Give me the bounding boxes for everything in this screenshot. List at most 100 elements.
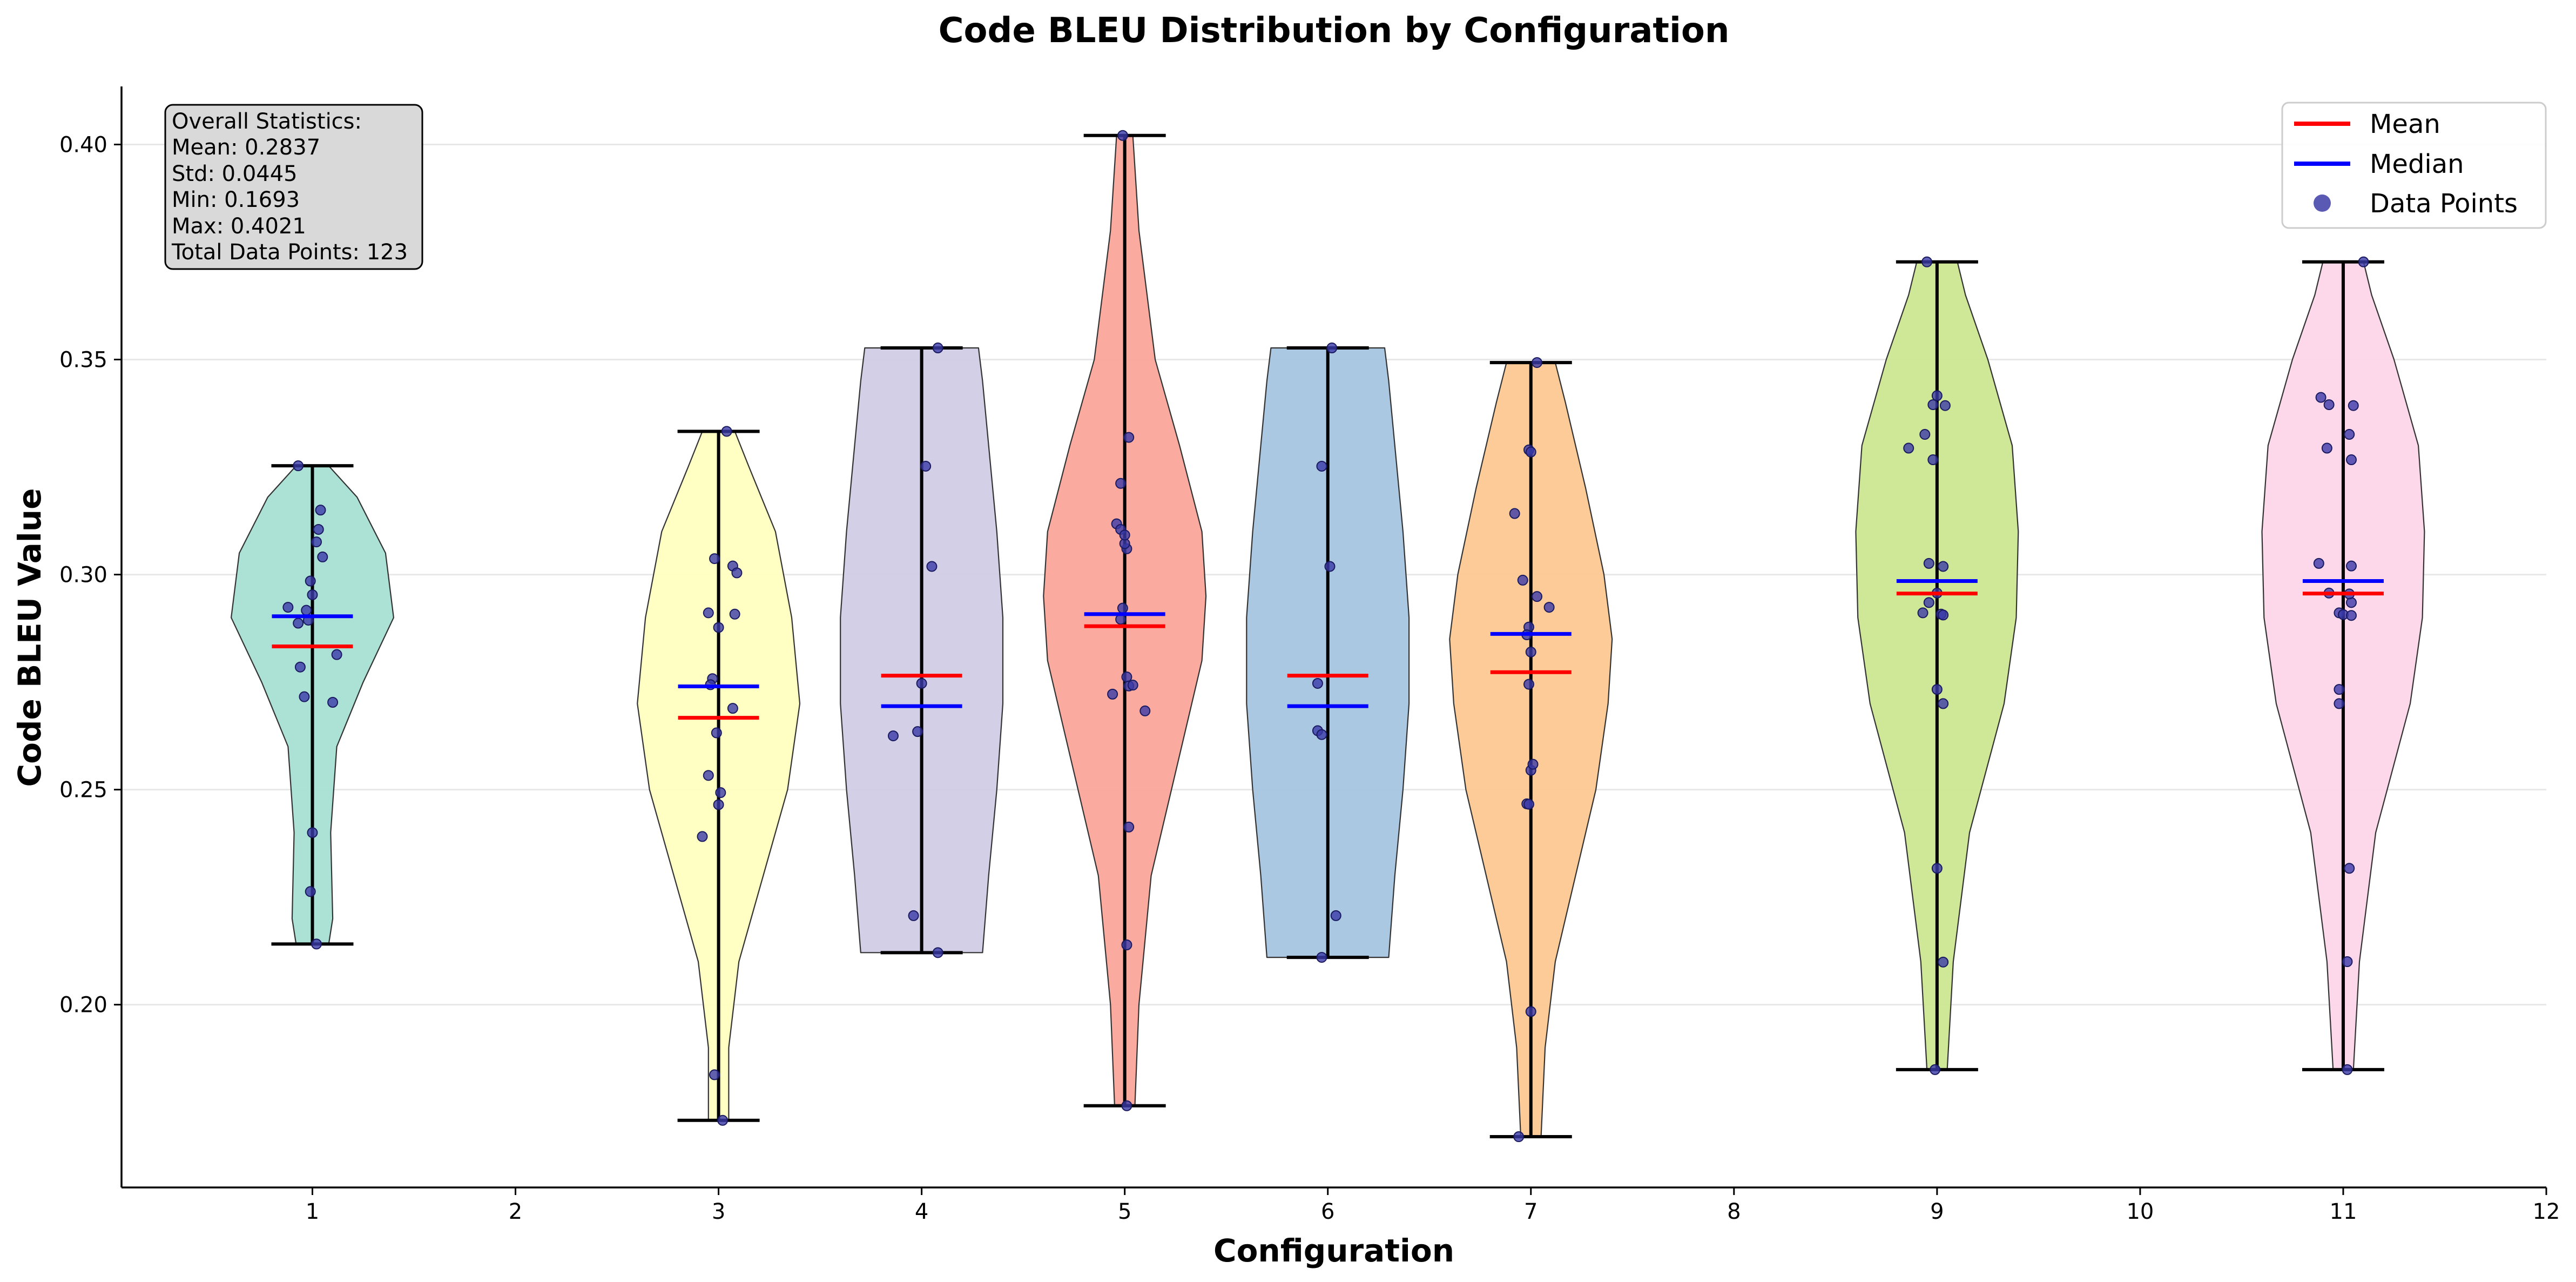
legend-mean-label: Mean — [2370, 109, 2440, 139]
data-point — [1115, 478, 1127, 489]
x-tick-label: 4 — [915, 1199, 928, 1224]
y-tick-label: 0.40 — [59, 132, 107, 157]
data-point — [709, 553, 720, 565]
data-point — [912, 726, 923, 737]
stats-line: Overall Statistics: — [172, 109, 362, 134]
axes: 0.200.250.300.350.401 2 3 4 5 6 7 8 9 10 11 12 — [59, 86, 2560, 1224]
data-point — [1903, 442, 1914, 454]
data-point — [1513, 1131, 1525, 1143]
data-point — [1939, 400, 1951, 411]
data-point — [315, 505, 326, 516]
data-point — [1919, 429, 1931, 440]
legend-data-point-marker — [2314, 194, 2331, 212]
x-tick-label: 2 — [509, 1199, 522, 1224]
y-tick-label: 0.35 — [59, 348, 107, 373]
data-point — [920, 460, 932, 472]
data-point — [1523, 679, 1535, 690]
data-point — [2358, 256, 2369, 267]
data-point — [2345, 454, 2357, 466]
y-tick-label: 0.25 — [59, 778, 107, 803]
data-point — [703, 607, 714, 619]
data-point — [1923, 597, 1934, 608]
data-point — [697, 831, 708, 842]
data-point — [1931, 390, 1943, 401]
data-point — [1123, 821, 1135, 833]
legend-median-label: Median — [2370, 149, 2464, 179]
data-point — [317, 551, 328, 562]
data-point — [1532, 357, 1543, 368]
data-point — [293, 460, 304, 472]
data-point — [2345, 610, 2357, 621]
data-point — [932, 947, 943, 958]
violin-config-9 — [1855, 256, 2019, 1075]
data-point — [311, 938, 322, 950]
data-point — [1525, 446, 1536, 458]
data-point — [327, 697, 339, 708]
data-point — [1316, 952, 1327, 963]
stats-line: Mean: 0.2837 — [172, 135, 320, 160]
legend-data-points-label: Data Points — [2370, 189, 2518, 219]
data-point — [715, 787, 726, 798]
data-point — [713, 622, 724, 633]
data-point — [307, 589, 318, 600]
y-tick-label: 0.30 — [59, 563, 107, 588]
violin-config-6 — [1246, 343, 1410, 963]
data-point — [301, 605, 312, 616]
data-point — [1525, 1006, 1536, 1017]
legend-background — [2281, 102, 2547, 229]
data-point — [2313, 558, 2324, 569]
data-point — [2344, 429, 2355, 440]
data-point — [1927, 454, 1939, 466]
data-point — [2334, 684, 2345, 695]
violin-config-3 — [637, 426, 801, 1126]
data-point — [1517, 574, 1528, 586]
x-tick-label: 3 — [712, 1199, 725, 1224]
data-point — [2321, 442, 2332, 454]
data-point — [1139, 705, 1151, 716]
data-point — [1525, 646, 1536, 657]
data-point — [1931, 863, 1943, 874]
data-point — [305, 886, 316, 897]
data-point — [1543, 602, 1555, 613]
data-point — [282, 602, 294, 613]
x-tick-label: 7 — [1524, 1199, 1537, 1224]
x-axis-label: Configuration — [1213, 1232, 1454, 1269]
data-point — [713, 799, 724, 810]
data-point — [1316, 460, 1327, 472]
y-axis-label: Code BLEU Value — [11, 488, 48, 787]
data-point — [2345, 560, 2357, 572]
x-tick-label: 9 — [1930, 1199, 1944, 1224]
data-point — [731, 567, 743, 579]
data-point — [1523, 798, 1535, 810]
legend: Mean Median Data Points — [2281, 102, 2547, 229]
violin-config-7 — [1449, 357, 1613, 1143]
x-tick-label: 5 — [1118, 1199, 1131, 1224]
data-point — [1527, 759, 1539, 770]
data-point — [916, 677, 927, 689]
overall-statistics-box: Overall Statistics: Mean: 0.2837 Std: 0.… — [164, 104, 423, 270]
data-point — [2334, 698, 2345, 709]
data-point — [2348, 400, 2359, 411]
data-point — [721, 426, 732, 437]
data-point — [305, 575, 316, 587]
data-point — [926, 561, 938, 572]
data-point — [709, 1069, 720, 1080]
x-tick-label: 6 — [1321, 1199, 1334, 1224]
data-point — [1930, 1064, 1941, 1075]
data-point — [1532, 591, 1543, 602]
data-point — [1312, 677, 1323, 689]
data-point — [1509, 508, 1520, 519]
violin-config-4 — [840, 343, 1004, 958]
stats-line: Max: 0.4021 — [172, 214, 306, 239]
data-point — [2315, 392, 2327, 403]
data-point — [313, 523, 324, 535]
data-point — [2342, 956, 2353, 968]
data-point — [717, 1115, 729, 1126]
x-tick-label: 8 — [1727, 1199, 1741, 1224]
data-point — [1330, 910, 1341, 921]
data-point — [1326, 343, 1338, 354]
data-point — [1316, 729, 1327, 740]
data-point — [727, 703, 738, 714]
x-tick-label: 11 — [2330, 1199, 2357, 1224]
